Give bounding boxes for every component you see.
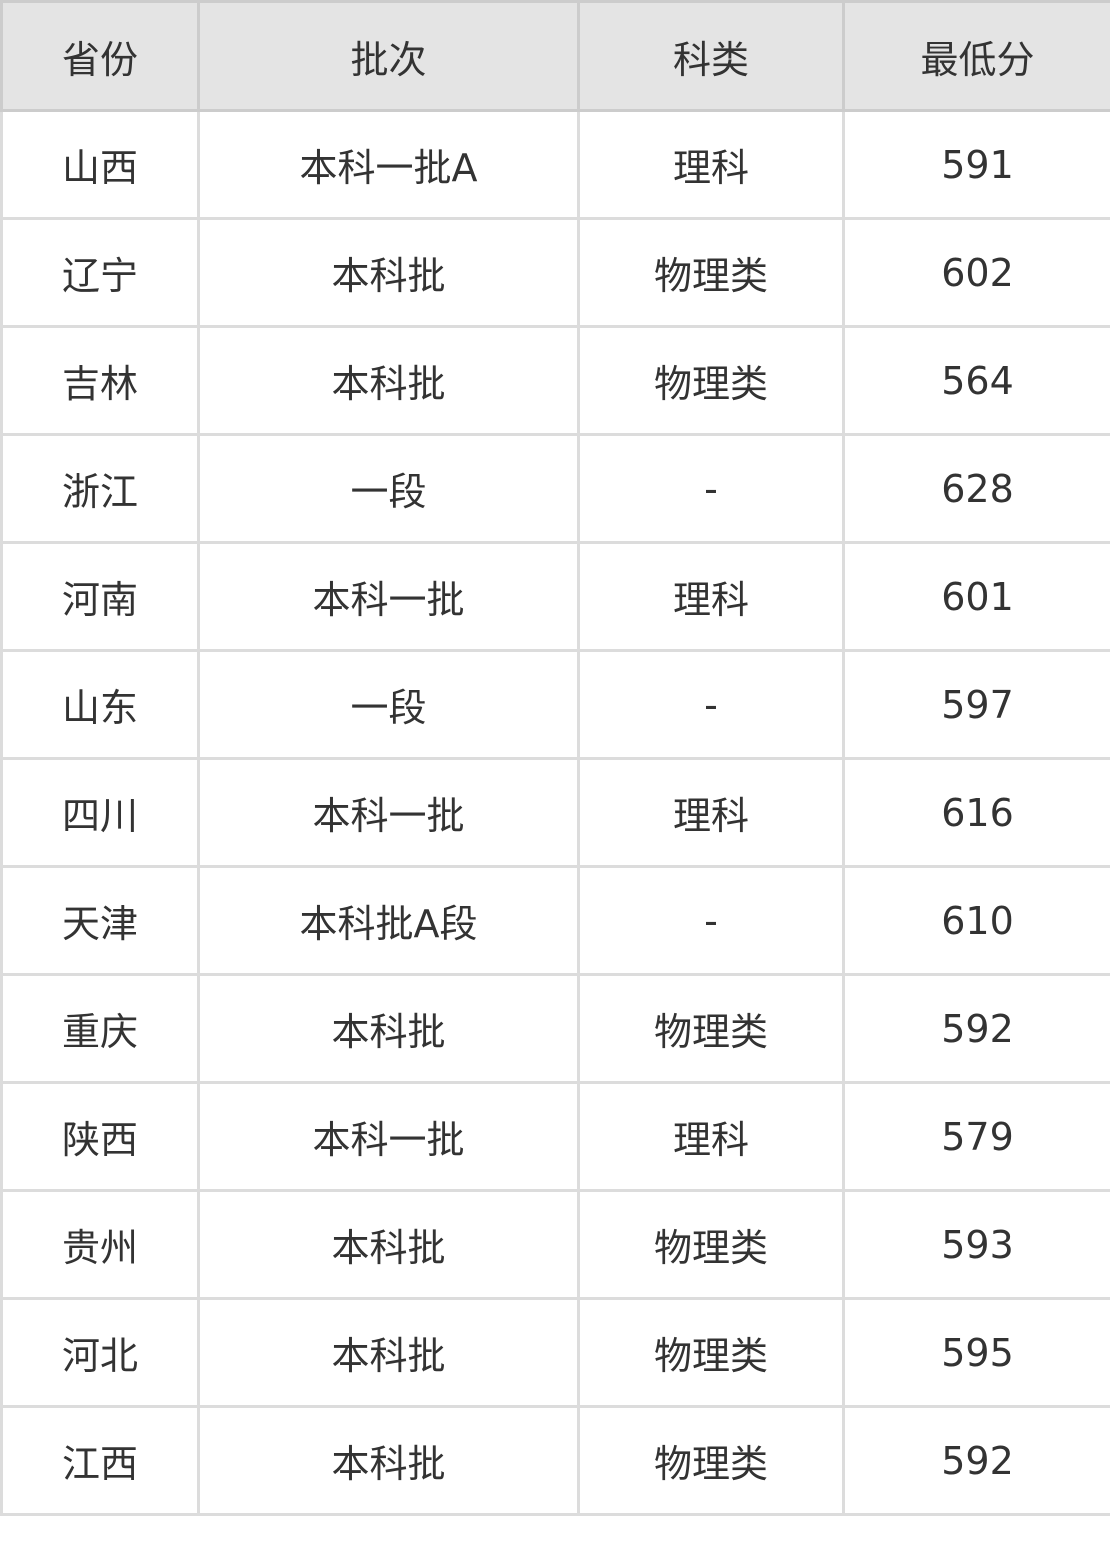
cell-min-score: 616: [842, 757, 1110, 868]
cell-batch: 本科批: [197, 325, 580, 436]
cell-category: 理科: [577, 757, 845, 868]
cell-category: -: [577, 649, 845, 760]
cell-category: 理科: [577, 109, 845, 220]
cell-min-score: 591: [842, 109, 1110, 220]
cell-category: -: [577, 865, 845, 976]
cell-batch: 本科一批: [197, 757, 580, 868]
cell-province: 吉林: [0, 325, 200, 436]
cell-batch: 本科一批A: [197, 109, 580, 220]
cell-category: 物理类: [577, 973, 845, 1084]
table-body: 山西 本科一批A 理科 591 辽宁 本科批 物理类 602 吉林 本科批 物理类 564 浙江 一段 -6…: [0, 109, 1110, 1516]
cell-batch: 一段: [197, 433, 580, 544]
cell-category: 物理类: [577, 1405, 845, 1516]
table-row: 山东 一段 -597: [0, 649, 1110, 760]
cell-category: 理科: [577, 1081, 845, 1192]
cell-category: 理科: [577, 541, 845, 652]
cell-province: 重庆: [0, 973, 200, 1084]
table-row: 四川 本科一批 理科 616: [0, 757, 1110, 868]
cell-min-score: 564: [842, 325, 1110, 436]
cell-min-score: 595: [842, 1297, 1110, 1408]
cell-batch: 本科批: [197, 1405, 580, 1516]
cell-category: 物理类: [577, 1189, 845, 1300]
table-row: 贵州 本科批 物理类 593: [0, 1189, 1110, 1300]
header-category: 科类: [577, 0, 845, 112]
cell-category: 物理类: [577, 325, 845, 436]
cell-province: 山东: [0, 649, 200, 760]
table-row: 河北 本科批 物理类 595: [0, 1297, 1110, 1408]
table-row: 天津 本科批A段 -610: [0, 865, 1110, 976]
cell-min-score: 579: [842, 1081, 1110, 1192]
table-row: 山西 本科一批A 理科 591: [0, 109, 1110, 220]
table-row: 吉林 本科批 物理类 564: [0, 325, 1110, 436]
cell-min-score: 592: [842, 973, 1110, 1084]
cell-min-score: 593: [842, 1189, 1110, 1300]
cell-min-score: 601: [842, 541, 1110, 652]
cell-batch: 本科一批: [197, 1081, 580, 1192]
cell-min-score: 602: [842, 217, 1110, 328]
cell-province: 辽宁: [0, 217, 200, 328]
table-row: 陕西 本科一批 理科 579: [0, 1081, 1110, 1192]
cell-province: 山西: [0, 109, 200, 220]
cell-province: 浙江: [0, 433, 200, 544]
cell-category: -: [577, 433, 845, 544]
cell-province: 河北: [0, 1297, 200, 1408]
cell-min-score: 610: [842, 865, 1110, 976]
cell-category: 物理类: [577, 1297, 845, 1408]
cell-category: 物理类: [577, 217, 845, 328]
table-header: 省份 批次 科类 最低分: [0, 0, 1110, 112]
cell-batch: 本科批: [197, 217, 580, 328]
cell-province: 河南: [0, 541, 200, 652]
cell-min-score: 628: [842, 433, 1110, 544]
table-row: 浙江 一段 -628: [0, 433, 1110, 544]
cell-province: 四川: [0, 757, 200, 868]
cell-min-score: 597: [842, 649, 1110, 760]
cell-batch: 本科批: [197, 973, 580, 1084]
header-min-score: 最低分: [842, 0, 1110, 112]
cell-province: 天津: [0, 865, 200, 976]
cell-province: 江西: [0, 1405, 200, 1516]
cell-batch: 本科批A段: [197, 865, 580, 976]
table-row: 河南 本科一批 理科 601: [0, 541, 1110, 652]
table-row: 辽宁 本科批 物理类 602: [0, 217, 1110, 328]
table-row: 重庆 本科批 物理类 592: [0, 973, 1110, 1084]
header-province: 省份: [0, 0, 200, 112]
cell-batch: 本科一批: [197, 541, 580, 652]
cell-min-score: 592: [842, 1405, 1110, 1516]
score-table: 省份 批次 科类 最低分 山西 本科一批A 理科 591 辽宁 本科批 物理类 602 吉林 本科…: [0, 0, 1110, 1516]
header-row: 省份 批次 科类 最低分: [0, 0, 1110, 112]
cell-province: 贵州: [0, 1189, 200, 1300]
table-row: 江西 本科批 物理类 592: [0, 1405, 1110, 1516]
header-batch: 批次: [197, 0, 580, 112]
cell-province: 陕西: [0, 1081, 200, 1192]
cell-batch: 本科批: [197, 1297, 580, 1408]
cell-batch: 本科批: [197, 1189, 580, 1300]
cell-batch: 一段: [197, 649, 580, 760]
